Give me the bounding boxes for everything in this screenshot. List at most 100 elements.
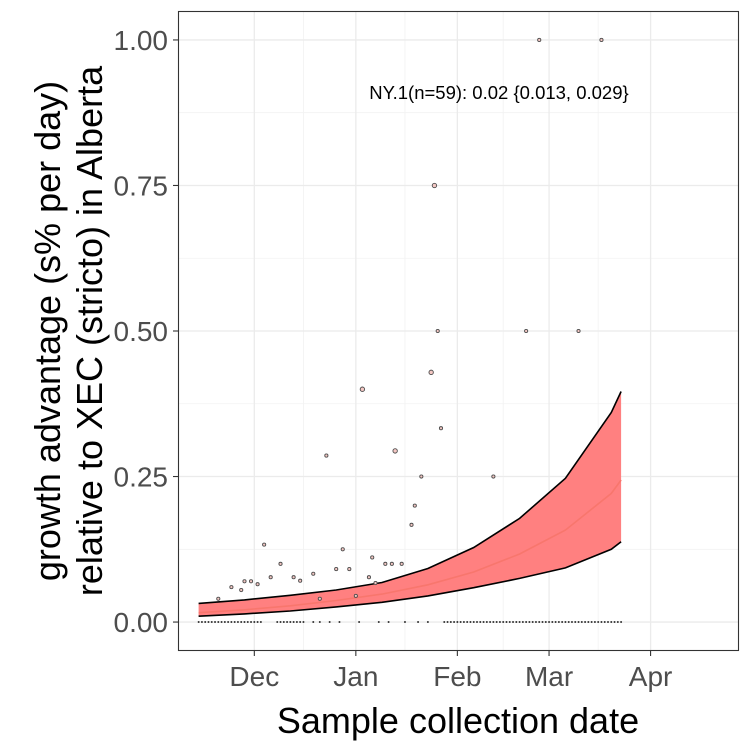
zero-point	[417, 621, 420, 624]
data-point	[334, 567, 339, 572]
zero-point	[318, 621, 321, 624]
zero-point	[403, 621, 406, 624]
zero-point	[282, 621, 285, 624]
zero-point	[387, 621, 390, 624]
zero-point	[197, 621, 200, 624]
zero-point	[567, 621, 570, 624]
zero-point	[302, 621, 305, 624]
zero-point	[512, 621, 515, 624]
x-tick-label: Apr	[629, 661, 673, 692]
zero-point	[426, 621, 429, 624]
fit-line	[198, 479, 622, 614]
zero-point	[207, 621, 210, 624]
zero-point	[544, 621, 547, 624]
data-point	[392, 448, 398, 454]
data-point	[599, 37, 604, 42]
zero-point	[358, 621, 361, 624]
zero-point	[236, 621, 239, 624]
data-point	[239, 587, 244, 593]
x-tick-label: Dec	[229, 661, 279, 692]
zero-point	[551, 621, 554, 624]
zero-point	[584, 621, 587, 624]
data-point	[537, 37, 542, 42]
y-tick-label: 0.00	[114, 607, 169, 638]
data-point	[373, 581, 378, 586]
zero-point	[217, 621, 220, 624]
data-point	[311, 571, 316, 576]
zero-point	[518, 621, 521, 624]
zero-point	[276, 621, 279, 624]
data-point	[242, 579, 247, 584]
zero-point	[489, 621, 492, 624]
zero-point	[466, 621, 469, 624]
y-tick-label: 0.25	[114, 462, 169, 493]
zero-point	[292, 621, 295, 624]
zero-point	[534, 621, 537, 624]
zero-point	[600, 621, 603, 624]
data-points	[216, 37, 604, 601]
zero-point	[603, 621, 606, 624]
zero-point	[593, 621, 596, 624]
data-point	[216, 596, 221, 601]
zero-point	[449, 621, 452, 624]
zero-point	[220, 621, 223, 624]
axis-ticks: 0.00 0.25 0.50 0.75 1.00 Dec Jan Feb Mar Apr	[114, 25, 673, 692]
zero-point	[607, 621, 610, 624]
zero-point	[230, 621, 233, 624]
data-point	[389, 561, 394, 566]
zero-point	[214, 621, 217, 624]
confidence-ribbon	[198, 391, 622, 617]
zero-point	[495, 621, 498, 624]
data-point	[340, 547, 345, 552]
y-tick-label: 1.00	[114, 25, 169, 56]
grid	[179, 12, 739, 650]
data-point	[409, 522, 414, 527]
zero-point	[570, 621, 573, 624]
zero-point	[574, 621, 577, 624]
lower-bound-line	[198, 541, 622, 617]
data-point	[370, 555, 375, 560]
zero-point	[541, 621, 544, 624]
zero-point	[505, 621, 508, 624]
zero-point	[498, 621, 501, 624]
data-point	[431, 182, 438, 189]
zero-point	[289, 621, 292, 624]
data-point	[268, 575, 273, 580]
zero-point	[279, 621, 282, 624]
zero-point	[299, 621, 302, 624]
zero-point	[515, 621, 518, 624]
data-point	[353, 593, 358, 598]
data-point	[324, 453, 329, 458]
data-point	[383, 561, 388, 566]
zero-point	[613, 621, 616, 624]
zero-point	[492, 621, 495, 624]
zero-point	[453, 621, 456, 624]
zero-point	[459, 621, 462, 624]
zero-point	[210, 621, 213, 624]
zero-point	[557, 621, 560, 624]
zero-point	[485, 621, 488, 624]
zero-point	[295, 621, 298, 624]
zero-point	[286, 621, 289, 624]
zero-points	[197, 621, 623, 624]
x-tick-label: Jan	[333, 661, 378, 692]
zero-point	[577, 621, 580, 624]
zero-point	[538, 621, 541, 624]
zero-point	[204, 621, 207, 624]
zero-point	[250, 621, 253, 624]
zero-point	[243, 621, 246, 624]
x-tick-label: Mar	[525, 661, 573, 692]
data-point	[298, 578, 303, 583]
zero-point	[587, 621, 590, 624]
zero-point	[469, 621, 472, 624]
data-point	[419, 474, 424, 479]
y-axis-title-line2: relative to XEC (stricto) in Alberta	[69, 65, 110, 596]
zero-point	[253, 621, 256, 624]
zero-point	[610, 621, 613, 624]
zero-point	[531, 621, 534, 624]
data-point	[347, 567, 352, 572]
data-point	[359, 386, 366, 392]
zero-point	[338, 621, 341, 624]
